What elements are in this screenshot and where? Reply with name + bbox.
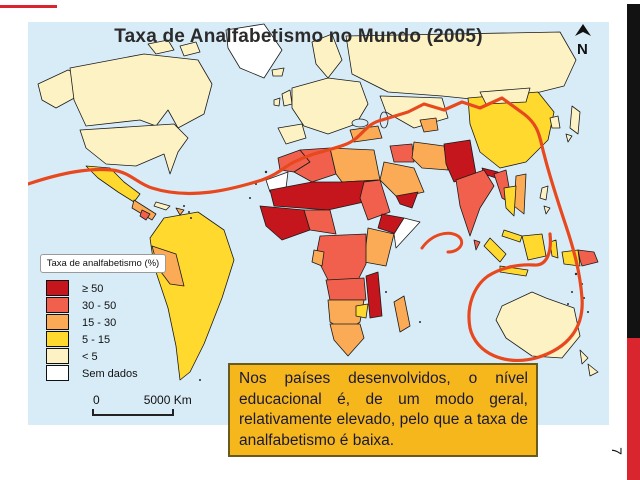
right-accent-bar-red bbox=[627, 338, 640, 480]
region-hispaniola bbox=[175, 207, 185, 216]
region-korea bbox=[549, 115, 561, 129]
scale-distance-label: 5000 Km bbox=[143, 393, 192, 407]
page-number: 7 bbox=[609, 447, 625, 455]
legend-item: 15 - 30 bbox=[40, 314, 190, 331]
region-mongolia bbox=[479, 87, 531, 105]
legend-swatch bbox=[46, 314, 69, 330]
region-somalia bbox=[393, 217, 421, 249]
island-specks bbox=[183, 170, 589, 381]
region-india bbox=[455, 169, 495, 237]
legend-label: < 5 bbox=[82, 350, 98, 363]
region-iberia bbox=[277, 123, 307, 145]
scale-bar-line bbox=[92, 409, 174, 416]
region-philippines bbox=[539, 185, 551, 215]
world-map-svg: N bbox=[28, 22, 609, 425]
legend-swatch bbox=[46, 297, 69, 313]
region-honduras-nicaragua bbox=[139, 209, 151, 221]
legend-swatch bbox=[46, 280, 69, 296]
region-madagascar bbox=[393, 295, 411, 333]
legend-swatch bbox=[46, 331, 69, 347]
region-cuba bbox=[153, 201, 171, 211]
region-sri-lanka bbox=[473, 239, 481, 251]
region-malaysia bbox=[501, 229, 523, 243]
region-thailand bbox=[503, 185, 517, 217]
region-sudan bbox=[359, 179, 391, 221]
region-uzbekistan bbox=[419, 117, 439, 133]
world-map-panel: N Taxa de Analfabetismo no Mundo (2005) … bbox=[28, 22, 609, 425]
callout-text: Nos países desenvolvidos, o nível educac… bbox=[239, 370, 528, 449]
north-south-divide-line bbox=[28, 96, 584, 363]
callout-box: Nos países desenvolvidos, o nível educac… bbox=[228, 363, 538, 457]
region-yemen bbox=[395, 191, 419, 209]
legend-title: Taxa de analfabetismo (%) bbox=[40, 254, 166, 273]
scale-bar: 0 5000 Km bbox=[92, 393, 222, 416]
region-central-america bbox=[131, 199, 157, 221]
legend-label: 5 - 15 bbox=[82, 333, 111, 346]
region-japan bbox=[565, 105, 581, 143]
legend-label: Sem dados bbox=[82, 367, 138, 380]
region-iran bbox=[411, 141, 449, 171]
legend-item: Sem dados bbox=[40, 365, 190, 382]
scale-zero-label: 0 bbox=[93, 393, 100, 407]
region-usa bbox=[79, 123, 189, 175]
legend-item: ≥ 50 bbox=[40, 280, 190, 297]
north-label: N bbox=[577, 41, 588, 58]
region-british-isles bbox=[273, 89, 293, 107]
region-zimbabwe bbox=[355, 303, 369, 319]
region-canada bbox=[69, 53, 213, 129]
region-scandinavia bbox=[311, 33, 343, 79]
region-mozambique bbox=[365, 271, 383, 319]
region-china bbox=[467, 91, 555, 169]
region-south-africa bbox=[329, 323, 365, 357]
legend-item: 30 - 50 bbox=[40, 297, 190, 314]
region-nigeria bbox=[303, 209, 337, 235]
region-angola-zambia bbox=[325, 277, 367, 301]
legend-item: < 5 bbox=[40, 348, 190, 365]
right-accent-bar-black bbox=[627, 4, 640, 338]
legend-label: 30 - 50 bbox=[82, 299, 117, 312]
region-indonesia bbox=[483, 233, 559, 277]
legend-label: ≥ 50 bbox=[82, 282, 104, 295]
black-sea bbox=[351, 118, 369, 128]
legend: Taxa de analfabetismo (%) ≥ 50 30 - 50 1… bbox=[40, 254, 190, 382]
legend-items: ≥ 50 30 - 50 15 - 30 5 - 15 < 5 Sem dado… bbox=[40, 280, 190, 382]
region-papua-new-guinea bbox=[577, 249, 599, 267]
region-greenland bbox=[225, 23, 283, 79]
region-arctic-islands bbox=[147, 39, 201, 57]
legend-item: 5 - 15 bbox=[40, 331, 190, 348]
top-left-accent-line bbox=[0, 5, 57, 8]
legend-swatch bbox=[46, 348, 69, 364]
legend-swatch bbox=[46, 365, 69, 381]
region-gabon bbox=[311, 249, 325, 267]
region-iraq bbox=[389, 143, 415, 163]
north-arrow-icon bbox=[575, 24, 591, 36]
region-west-africa bbox=[259, 205, 311, 241]
region-australia bbox=[495, 291, 581, 359]
legend-label: 15 - 30 bbox=[82, 316, 117, 329]
divide-line-hook bbox=[420, 231, 464, 254]
region-new-zealand bbox=[579, 349, 599, 377]
map-title: Taxa de Analfabetismo no Mundo (2005) bbox=[114, 26, 483, 47]
region-iceland bbox=[271, 67, 285, 77]
